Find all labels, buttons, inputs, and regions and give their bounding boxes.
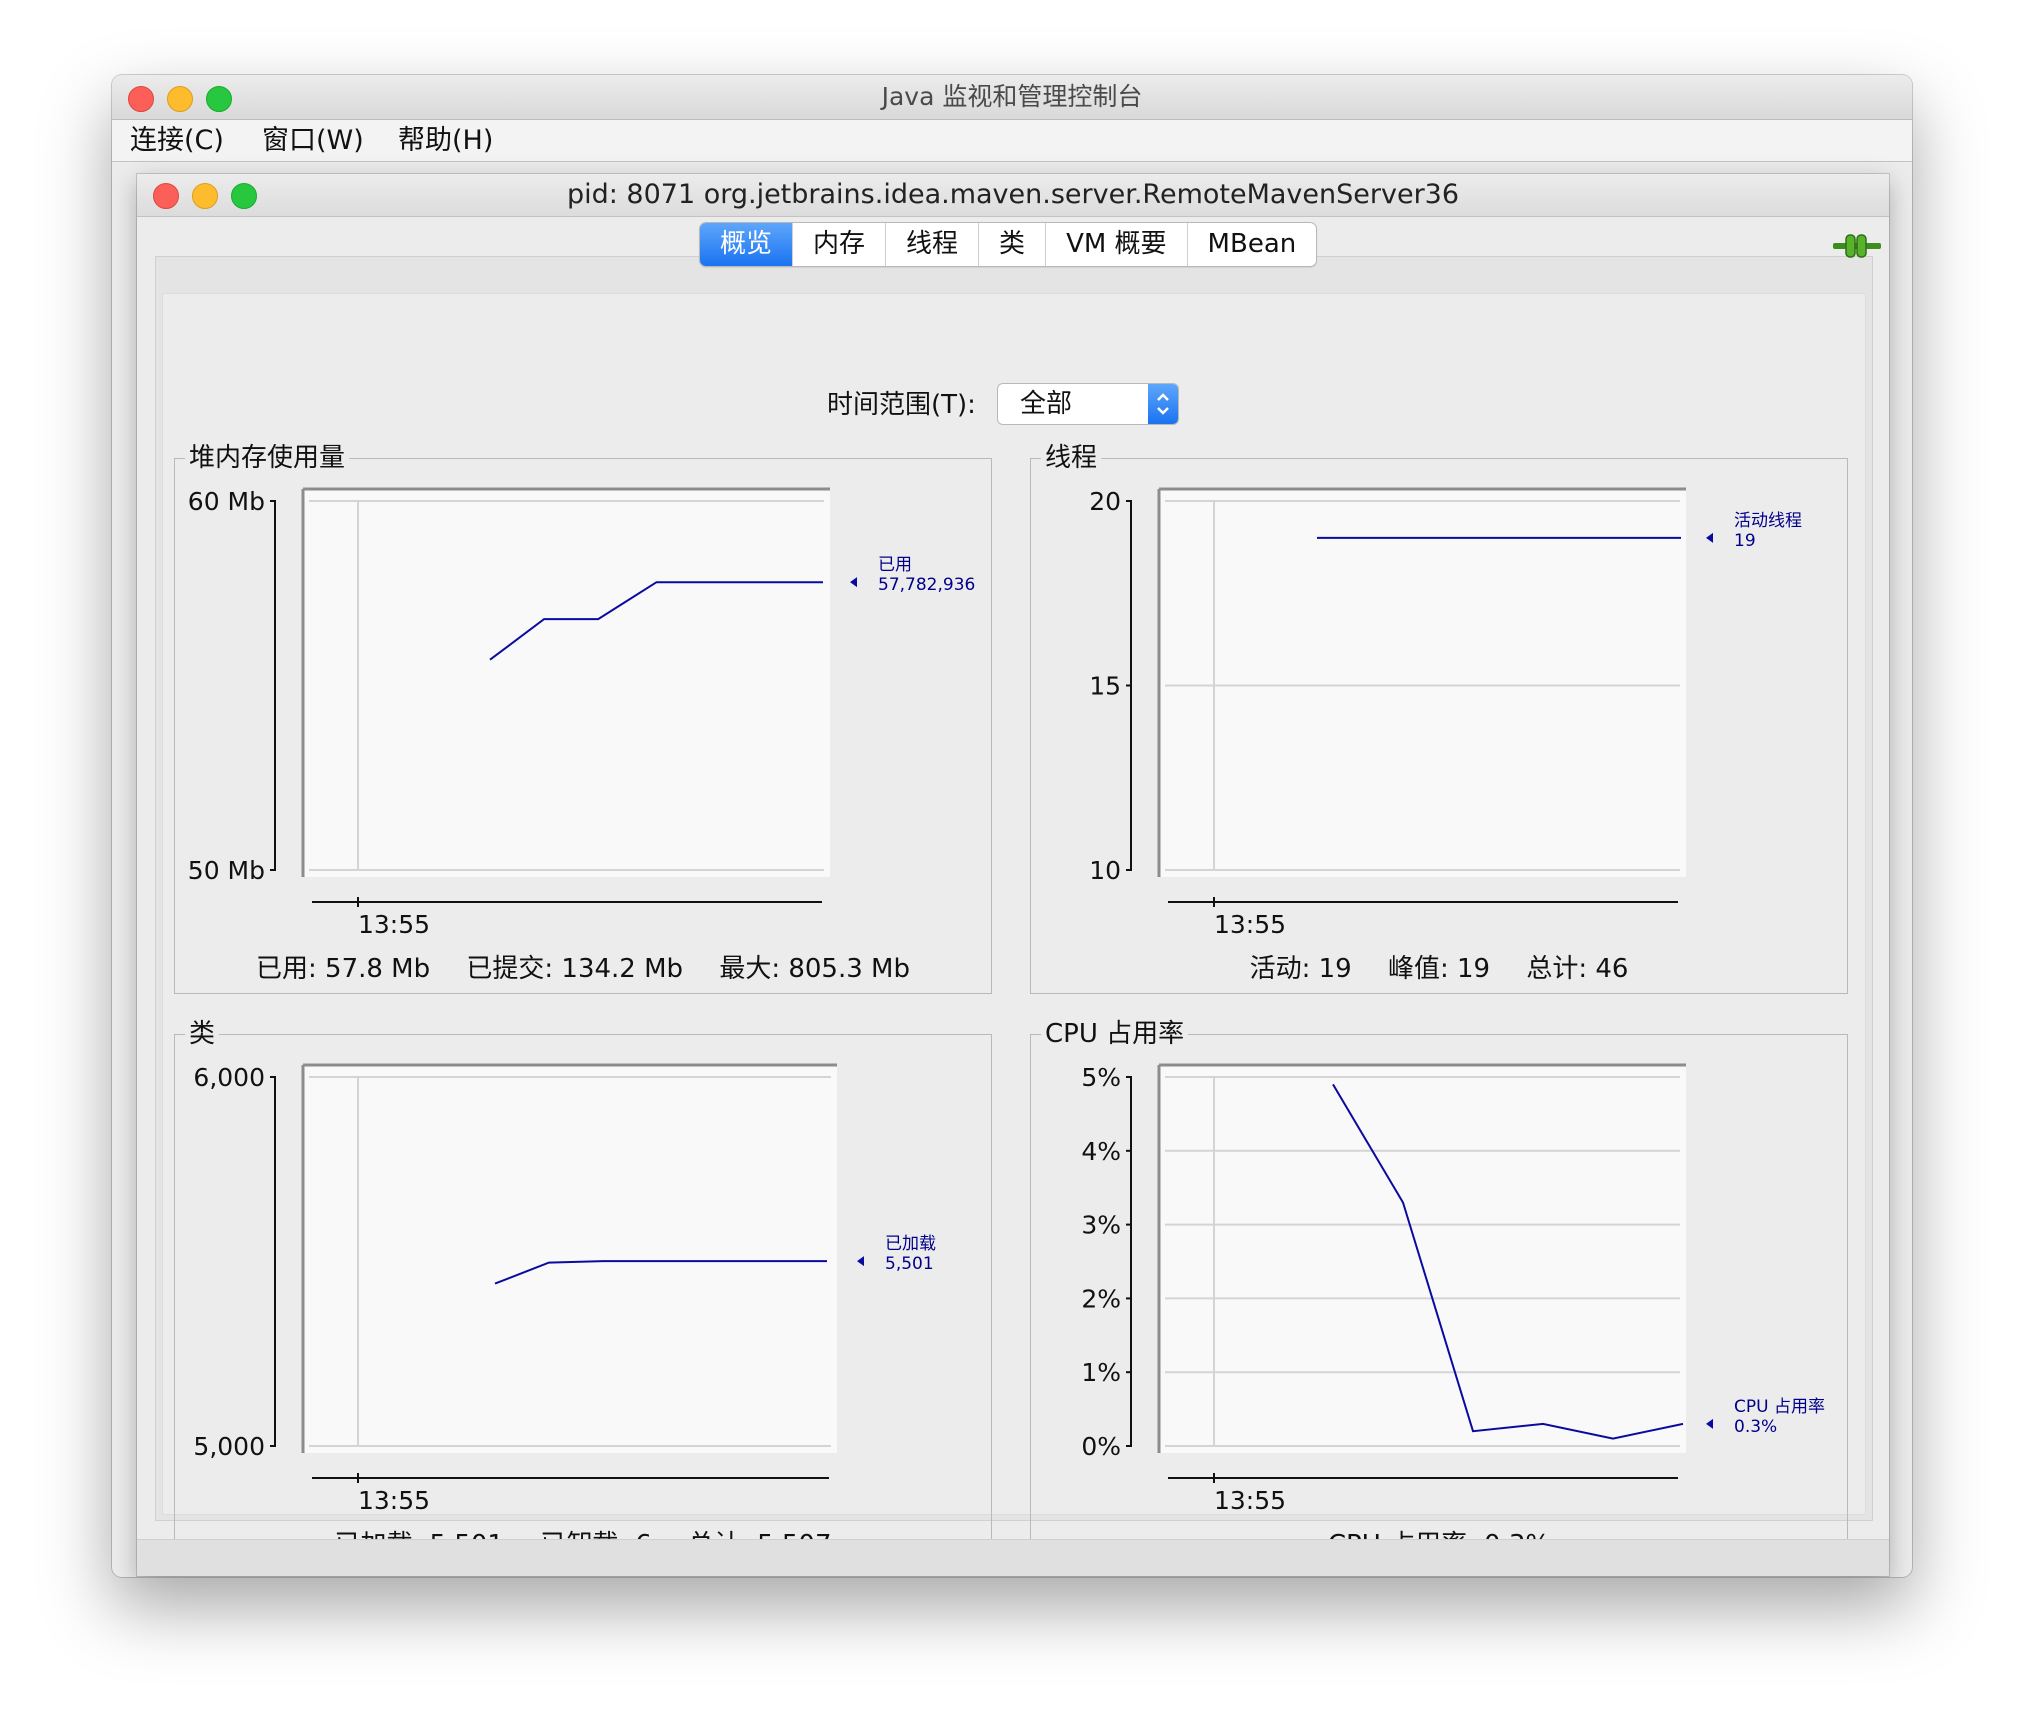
y-tick-label: 20 bbox=[1089, 487, 1121, 516]
close-connection-button[interactable] bbox=[153, 183, 179, 209]
heap-committed-stat: 已提交: 134.2 Mb bbox=[466, 954, 684, 984]
legend-series-value: 57,782,936 bbox=[878, 575, 975, 595]
legend-series-value: 0.3% bbox=[1734, 1417, 1777, 1437]
window-title: Java 监视和管理控制台 bbox=[881, 82, 1143, 111]
threads-panel-title: 线程 bbox=[1041, 443, 1102, 473]
connection-window: pid: 8071 org.jetbrains.idea.maven.serve… bbox=[137, 174, 1889, 1576]
tab-bar: 概览 内存 线程 类 VM 概要 MBean bbox=[699, 222, 1318, 267]
x-tick-label: 13:55 bbox=[358, 910, 430, 939]
minimize-window-button[interactable] bbox=[167, 86, 193, 112]
heap-used-stat: 已用: 57.8 Mb bbox=[256, 954, 431, 984]
window-titlebar[interactable]: Java 监视和管理控制台 bbox=[112, 75, 1912, 120]
y-tick-label: 6,000 bbox=[193, 1063, 265, 1092]
tab-classes[interactable]: 类 bbox=[979, 223, 1047, 266]
heap-max-stat: 最大: 805.3 Mb bbox=[719, 954, 910, 984]
menu-connection[interactable]: 连接(C) bbox=[130, 125, 224, 156]
minimize-connection-button[interactable] bbox=[192, 183, 218, 209]
heap-panel-title: 堆内存使用量 bbox=[185, 443, 350, 473]
tab-mbean[interactable]: MBean bbox=[1207, 229, 1297, 259]
x-tick-label: 13:55 bbox=[1214, 910, 1286, 939]
series-line bbox=[489, 581, 823, 661]
y-tick-label: 1% bbox=[1081, 1358, 1121, 1387]
legend-series-name: 已用 bbox=[878, 555, 912, 575]
y-tick-label: 5,000 bbox=[193, 1432, 265, 1461]
y-tick-label: 0% bbox=[1081, 1432, 1121, 1461]
series-line bbox=[1332, 1083, 1684, 1440]
plot-area bbox=[303, 489, 830, 877]
legend-marker bbox=[1706, 1418, 1713, 1429]
y-tick-label: 10 bbox=[1089, 856, 1121, 885]
legend-series-name: 已加载 bbox=[885, 1234, 936, 1254]
menu-help[interactable]: 帮助(H) bbox=[398, 125, 494, 156]
plot-area bbox=[1159, 1065, 1686, 1453]
classes-panel-title: 类 bbox=[185, 1019, 220, 1049]
y-tick-label: 50 Mb bbox=[188, 856, 265, 885]
connection-status-icon bbox=[1833, 234, 1881, 258]
threads-live-stat: 活动: 19 bbox=[1249, 954, 1352, 984]
y-tick-label: 4% bbox=[1081, 1137, 1121, 1166]
y-tick-label: 15 bbox=[1089, 672, 1121, 701]
connection-titlebar[interactable]: pid: 8071 org.jetbrains.idea.maven.serve… bbox=[137, 174, 1889, 217]
legend-series-name: 活动线程 bbox=[1734, 511, 1802, 531]
main-window: Java 监视和管理控制台 连接(C) 窗口(W) 帮助(H) pid: 807… bbox=[112, 75, 1912, 1577]
menu-window[interactable]: 窗口(W) bbox=[262, 125, 364, 156]
threads-stats: 活动: 19 峰值: 19 总计: 46 bbox=[1031, 949, 1847, 993]
legend-series-value: 5,501 bbox=[885, 1254, 934, 1274]
series-line bbox=[494, 1260, 827, 1285]
threads-total-stat: 总计: 46 bbox=[1526, 954, 1629, 984]
time-range-label: 时间范围(T): bbox=[827, 390, 976, 420]
heap-memory-panel: 50 Mb 60 Mb 13:55 已用 57,782,936 堆内存使用量 已用: 5… bbox=[174, 443, 992, 994]
legend-series-value: 19 bbox=[1734, 531, 1756, 551]
heap-stats: 已用: 57.8 Mb 已提交: 134.2 Mb 最大: 805.3 Mb bbox=[175, 949, 991, 993]
x-tick-label: 13:55 bbox=[358, 1486, 430, 1515]
menubar: 连接(C) 窗口(W) 帮助(H) bbox=[112, 120, 1912, 162]
tab-threads[interactable]: 线程 bbox=[886, 223, 980, 266]
tab-memory[interactable]: 内存 bbox=[793, 223, 887, 266]
y-tick-label: 5% bbox=[1081, 1063, 1121, 1092]
legend-marker bbox=[857, 1256, 864, 1267]
zoom-connection-button[interactable] bbox=[231, 183, 257, 209]
plot-area bbox=[303, 1065, 837, 1453]
y-tick-label: 3% bbox=[1081, 1211, 1121, 1240]
time-range-value: 全部 bbox=[1020, 389, 1073, 419]
plot-area bbox=[1159, 489, 1686, 877]
legend-marker bbox=[1706, 532, 1713, 543]
tab-overview[interactable]: 概览 bbox=[700, 223, 794, 266]
bottom-strip bbox=[137, 1539, 1889, 1576]
x-tick-label: 13:55 bbox=[1214, 1486, 1286, 1515]
close-window-button[interactable] bbox=[128, 86, 154, 112]
tab-vm-summary[interactable]: VM 概要 bbox=[1046, 223, 1188, 266]
legend-marker bbox=[850, 577, 857, 588]
threads-panel: 10 15 20 13:55 活动线程 19 线程 活动: 19 峰值: 19 总计: 4… bbox=[1030, 443, 1848, 994]
connection-title: pid: 8071 org.jetbrains.idea.maven.serve… bbox=[566, 179, 1460, 210]
select-arrows-icon bbox=[1148, 384, 1178, 424]
time-range-select[interactable]: 全部 bbox=[997, 383, 1179, 425]
zoom-window-button[interactable] bbox=[206, 86, 232, 112]
cpu-panel-title: CPU 占用率 bbox=[1041, 1019, 1189, 1049]
threads-peak-stat: 峰值: 19 bbox=[1387, 954, 1491, 984]
y-tick-label: 2% bbox=[1081, 1284, 1121, 1313]
y-tick-label: 60 Mb bbox=[188, 487, 265, 516]
legend-series-name: CPU 占用率 bbox=[1734, 1397, 1825, 1417]
